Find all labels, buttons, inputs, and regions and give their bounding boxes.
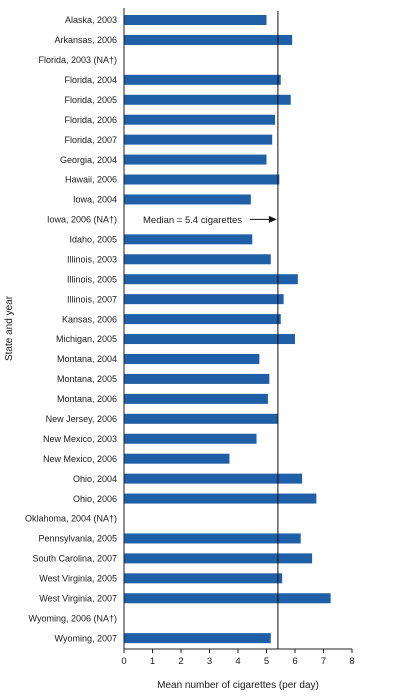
- median-label: Median = 5.4 cigarettes: [143, 215, 242, 226]
- category-label: West Virginia, 2005: [39, 574, 117, 584]
- category-label: Alaska, 2003: [65, 15, 117, 25]
- category-label: Georgia, 2004: [60, 155, 117, 165]
- bar: [124, 413, 278, 424]
- bar: [124, 553, 313, 564]
- category-label: Wyoming, 2006 (NA†): [29, 613, 117, 623]
- category-label: Oklahoma, 2004 (NA†): [25, 514, 117, 524]
- category-label: Iowa, 2004: [73, 195, 117, 205]
- category-label: Kansas, 2006: [62, 314, 117, 324]
- bar: [124, 633, 271, 644]
- y-axis-title: State and year: [4, 295, 15, 361]
- bar: [124, 154, 267, 165]
- category-label: Ohio, 2004: [73, 474, 117, 484]
- bar: [124, 314, 281, 325]
- bar: [124, 174, 280, 185]
- category-label: Montana, 2006: [57, 394, 117, 404]
- category-label: Ohio, 2006: [73, 494, 117, 504]
- median-arrow-head: [268, 215, 277, 223]
- x-tick-label: 4: [235, 656, 240, 667]
- category-label: Iowa, 2006 (NA†): [47, 215, 117, 225]
- bar: [124, 373, 270, 384]
- median-annotation: Median = 5.4 cigarettes: [143, 11, 279, 649]
- category-label: Illinois, 2007: [67, 294, 117, 304]
- bar: [124, 134, 273, 145]
- x-tick-label: 7: [321, 656, 326, 667]
- bar: [124, 34, 293, 45]
- category-label: Illinois, 2003: [67, 254, 117, 264]
- category-label: Montana, 2004: [57, 354, 117, 364]
- bar: [124, 533, 301, 544]
- category-label: Arkansas, 2006: [54, 35, 117, 45]
- bar: [124, 274, 298, 285]
- category-label: Florida, 2004: [64, 75, 117, 85]
- category-label: Michigan, 2005: [56, 334, 117, 344]
- bar: [124, 493, 317, 504]
- x-axis-title: Mean number of cigarettes (per day): [157, 680, 319, 691]
- bar: [124, 334, 295, 345]
- bar: [124, 254, 271, 265]
- category-label: Idaho, 2005: [69, 235, 117, 245]
- category-label: Florida, 2006: [64, 115, 117, 125]
- bar: [124, 593, 331, 604]
- category-label: Florida, 2003 (NA†): [38, 55, 117, 65]
- bar: [124, 573, 283, 584]
- bar: [124, 74, 281, 85]
- bar: [124, 453, 230, 464]
- category-label: New Jersey, 2006: [46, 414, 117, 424]
- bar: [124, 94, 291, 105]
- bars: [124, 15, 331, 644]
- axes: 0 1 2 3 4 5 6 7 8: [121, 8, 355, 667]
- category-label: Pennsylvania, 2005: [38, 534, 117, 544]
- bar: [124, 194, 251, 205]
- category-label: Montana, 2005: [57, 374, 117, 384]
- bar: [124, 15, 267, 25]
- bar: [124, 393, 268, 404]
- bar: [124, 473, 303, 484]
- category-label: West Virginia, 2007: [39, 593, 117, 603]
- category-label: Florida, 2005: [64, 95, 117, 105]
- x-tick-label: 2: [178, 656, 183, 667]
- bar: [124, 294, 284, 305]
- x-tick-label: 5: [264, 656, 269, 667]
- x-tick-label: 0: [121, 656, 126, 667]
- category-labels: Alaska, 2003 Arkansas, 2006 Florida, 2003 …: [25, 15, 117, 643]
- category-label: Illinois, 2005: [67, 274, 117, 284]
- x-tick-label: 8: [349, 656, 354, 667]
- category-label: New Mexico, 2006: [43, 454, 117, 464]
- x-tick-label: 1: [150, 656, 155, 667]
- bar: [124, 433, 257, 444]
- x-tick-label: 6: [292, 656, 297, 667]
- category-label: South Carolina, 2007: [32, 554, 117, 564]
- bar: [124, 114, 276, 125]
- category-label: New Mexico, 2003: [43, 434, 117, 444]
- bar: [124, 234, 253, 245]
- category-label: Florida, 2007: [64, 135, 117, 145]
- category-label: Hawaii, 2006: [65, 175, 117, 185]
- x-tick-label: 3: [207, 656, 212, 667]
- category-label: Wyoming, 2007: [55, 633, 117, 643]
- bar: [124, 353, 260, 364]
